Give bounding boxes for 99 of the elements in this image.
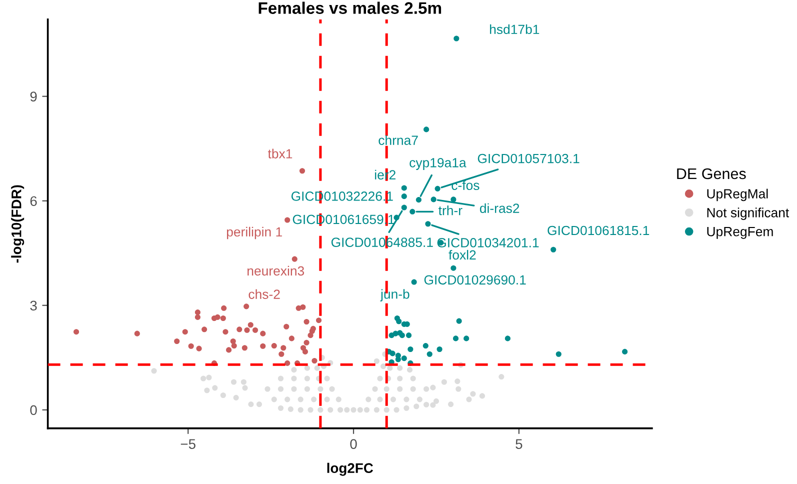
- legend-label: UpRegFem: [707, 227, 773, 239]
- point: [222, 329, 228, 335]
- point: [288, 336, 294, 342]
- annotation: jun-b: [380, 289, 410, 302]
- point: [304, 340, 310, 346]
- point: [300, 304, 306, 310]
- annotation: foxl2: [448, 250, 476, 260]
- annotation: cyp19a1a: [410, 158, 466, 170]
- point: [284, 324, 290, 330]
- point: [399, 332, 405, 338]
- point: [252, 327, 258, 333]
- annotation: GICD01061815.1: [548, 226, 650, 236]
- annotation: perilipin 1: [226, 226, 282, 240]
- annotation: tbx1: [268, 148, 292, 158]
- point: [436, 346, 442, 352]
- point: [312, 358, 318, 364]
- point: [271, 343, 277, 349]
- point: [182, 329, 188, 335]
- point: [284, 217, 290, 223]
- point: [450, 196, 456, 202]
- point: [194, 310, 200, 316]
- annotation: neurexin3: [248, 266, 304, 276]
- y-tick-label: 0: [30, 405, 37, 416]
- point: [434, 186, 440, 192]
- point: [230, 338, 236, 344]
- point: [292, 256, 298, 262]
- point: [401, 185, 407, 191]
- point: [416, 197, 422, 203]
- point: [454, 36, 460, 42]
- point: [196, 346, 202, 352]
- annotation: GICD01057103.1: [478, 154, 580, 164]
- point: [244, 327, 250, 333]
- legend-label: Not significant: [707, 208, 790, 220]
- point: [390, 350, 396, 356]
- point: [242, 345, 248, 351]
- point: [406, 332, 412, 338]
- point: [202, 326, 208, 332]
- point: [401, 194, 407, 200]
- point: [464, 336, 470, 342]
- point: [280, 345, 286, 351]
- point: [260, 330, 266, 336]
- point: [401, 204, 407, 210]
- point: [556, 351, 562, 357]
- point: [188, 343, 194, 349]
- point: [504, 336, 510, 342]
- point: [424, 126, 430, 132]
- y-axis-title: -log10(FDR): [11, 185, 24, 263]
- point: [308, 332, 314, 338]
- point: [456, 318, 462, 324]
- point: [260, 343, 266, 349]
- point: [401, 356, 407, 362]
- x-tick-label: 5: [516, 439, 522, 449]
- point: [231, 343, 237, 349]
- point: [221, 305, 227, 311]
- legend-title: DE Genes: [677, 168, 746, 180]
- point: [244, 304, 250, 310]
- point: [410, 208, 416, 214]
- point: [278, 351, 284, 357]
- annotation: di-ras2: [480, 203, 520, 214]
- point: [248, 322, 254, 328]
- point: [236, 326, 242, 332]
- point: [73, 329, 80, 335]
- chart-title: Females vs males 2.5m: [258, 2, 442, 14]
- point: [408, 346, 414, 352]
- point: [396, 318, 402, 324]
- point: [302, 348, 308, 354]
- x-axis-title: log2FC: [327, 462, 374, 476]
- annotation: chrna7: [378, 135, 418, 145]
- x-tick-label: −5: [180, 439, 196, 449]
- point: [220, 315, 226, 322]
- y-tick-label: 3: [30, 300, 37, 311]
- point: [452, 336, 459, 342]
- point: [194, 314, 200, 320]
- point: [430, 196, 436, 202]
- annotation: GICD01029690.1: [424, 275, 526, 285]
- y-tick-label: 9: [30, 92, 37, 102]
- point: [304, 318, 310, 325]
- point: [299, 168, 306, 174]
- y-tick-label: 6: [30, 196, 37, 206]
- point: [134, 330, 140, 336]
- point: [214, 314, 220, 320]
- point: [174, 338, 180, 344]
- annotation: hsd17b1: [490, 24, 540, 34]
- legend-label: UpRegMal: [707, 188, 768, 202]
- point: [622, 348, 628, 354]
- point: [316, 318, 322, 324]
- point: [425, 221, 431, 227]
- point: [450, 265, 456, 271]
- x-tick-label: 0: [350, 439, 357, 449]
- annotation: chs-2: [248, 289, 280, 299]
- point: [426, 351, 432, 357]
- point: [226, 347, 232, 353]
- point: [550, 246, 556, 252]
- point: [395, 356, 401, 362]
- annotation: trh-r: [438, 206, 462, 216]
- point: [411, 279, 417, 285]
- point: [422, 343, 428, 349]
- point: [284, 360, 290, 366]
- point: [310, 326, 316, 332]
